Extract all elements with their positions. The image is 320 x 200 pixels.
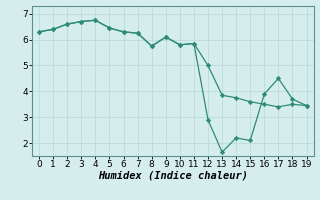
X-axis label: Humidex (Indice chaleur): Humidex (Indice chaleur) [98, 171, 248, 181]
